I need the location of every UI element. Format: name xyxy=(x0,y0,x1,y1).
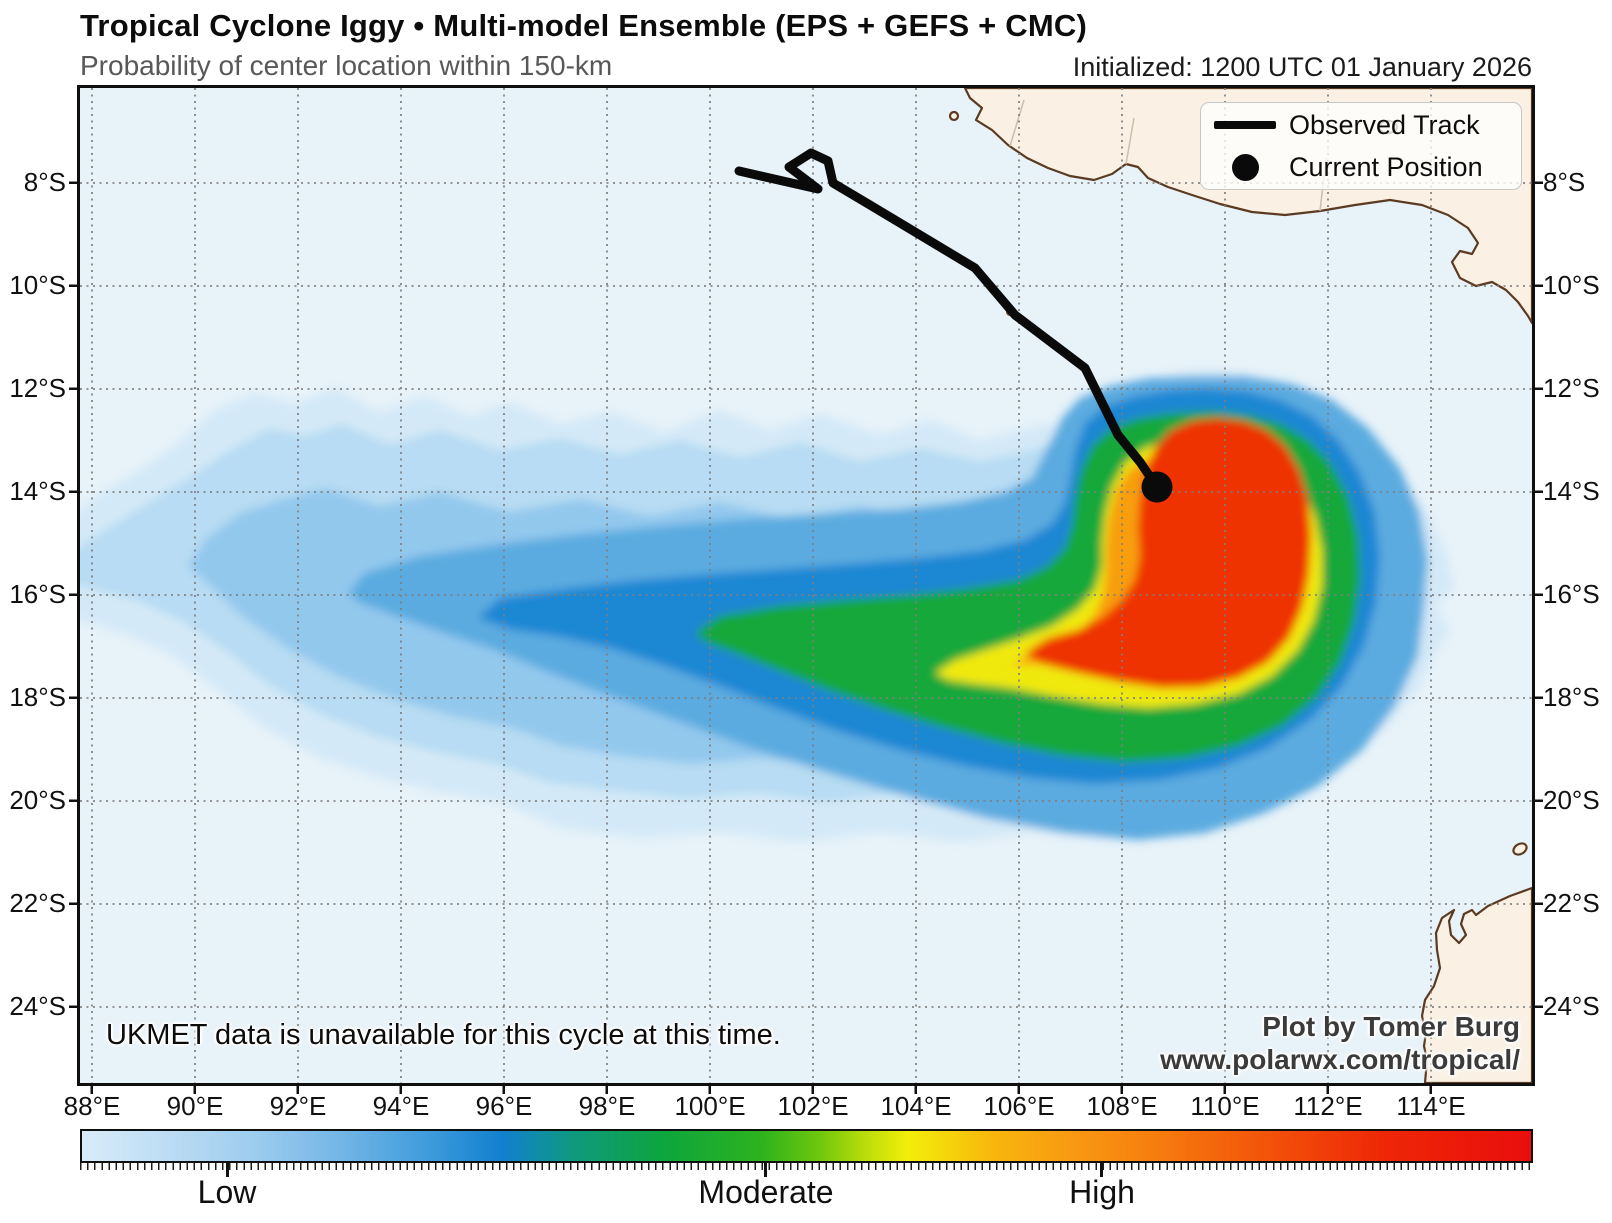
lon-axis-label: 92°E xyxy=(269,1091,327,1121)
left-axis-ticks xyxy=(69,88,77,1083)
current-position-marker xyxy=(1141,471,1173,503)
lon-axis-label: 108°E xyxy=(1086,1091,1158,1121)
lat-axis-label: 12°S xyxy=(9,373,66,403)
colorbar-major-tick xyxy=(226,1163,229,1177)
legend-observed-track-label: Observed Track xyxy=(1289,109,1480,140)
lat-axis-label: 16°S xyxy=(9,579,66,609)
lat-axis-label: 22°S xyxy=(1543,888,1600,918)
lat-axis-label: 14°S xyxy=(1543,476,1600,506)
lon-axis-label: 90°E xyxy=(166,1091,224,1121)
australia-coast xyxy=(1420,886,1532,1083)
bottom-axis-ticks xyxy=(80,1086,1532,1094)
colorbar-major-tick xyxy=(764,1163,767,1177)
position-dot-icon xyxy=(1231,153,1259,181)
legend-current-position-label: Current Position xyxy=(1289,151,1483,182)
lon-axis-label: 112°E xyxy=(1293,1091,1363,1121)
lon-axis-label: 114°E xyxy=(1396,1091,1466,1121)
credit-url: www.polarwx.com/tropical/ xyxy=(1160,1044,1520,1075)
lon-axis-label: 98°E xyxy=(578,1091,636,1121)
colorbar-label-low: Low xyxy=(197,1174,257,1210)
lat-axis-label: 12°S xyxy=(1543,373,1600,403)
colorbar-label-moderate: Moderate xyxy=(698,1174,834,1210)
lon-axis-label: 96°E xyxy=(475,1091,533,1121)
lat-axis-label: 8°S xyxy=(23,167,66,197)
lon-axis-label: 106°E xyxy=(983,1091,1055,1121)
ukmet-notice: UKMET data is unavailable for this cycle… xyxy=(106,1019,781,1051)
lat-axis-label: 18°S xyxy=(9,682,66,712)
lon-axis-label: 88°E xyxy=(63,1091,121,1121)
right-axis-ticks xyxy=(1535,88,1543,1083)
observed-track-path xyxy=(734,148,1162,492)
small-island-west xyxy=(948,110,960,122)
lon-axis-label: 104°E xyxy=(880,1091,952,1121)
lon-axis-label: 94°E xyxy=(372,1091,430,1121)
colorbar-minor-ticks xyxy=(80,1163,1533,1170)
colorbar-major-tick xyxy=(1100,1163,1103,1177)
lat-axis-label: 10°S xyxy=(9,270,66,300)
page-subtitle: Probability of center location within 15… xyxy=(80,50,613,81)
barrow-islet xyxy=(1512,842,1528,856)
track-line-icon xyxy=(1214,121,1276,129)
colorbar-label-high: High xyxy=(1069,1174,1135,1210)
lat-axis-label: 20°S xyxy=(1543,785,1600,815)
legend: Observed Track Current Position xyxy=(1200,102,1522,190)
lat-axis-label: 14°S xyxy=(9,476,66,506)
map-plot-frame xyxy=(77,85,1535,1086)
init-time-label: Initialized: 1200 UTC 01 January 2026 xyxy=(1072,52,1532,82)
lat-axis-label: 18°S xyxy=(1543,682,1600,712)
lon-axis-label: 110°E xyxy=(1190,1091,1260,1121)
lat-axis-label: 10°S xyxy=(1543,270,1600,300)
lon-axis-label: 100°E xyxy=(674,1091,746,1121)
lat-axis-label: 8°S xyxy=(1543,167,1586,197)
lat-axis-label: 24°S xyxy=(1543,991,1600,1021)
lat-axis-label: 16°S xyxy=(1543,579,1600,609)
lat-axis-label: 22°S xyxy=(9,888,66,918)
probability-map-svg xyxy=(80,88,1532,1083)
legend-row-current-position: Current Position xyxy=(1201,147,1521,187)
legend-row-observed-track: Observed Track xyxy=(1201,105,1521,145)
lat-axis-label: 24°S xyxy=(9,991,66,1021)
lon-axis-label: 102°E xyxy=(777,1091,849,1121)
lat-axis-label: 20°S xyxy=(9,785,66,815)
page-title: Tropical Cyclone Iggy • Multi-model Ense… xyxy=(80,8,1088,43)
colorbar xyxy=(80,1129,1533,1163)
credit-author: Plot by Tomer Burg xyxy=(1262,1011,1520,1042)
